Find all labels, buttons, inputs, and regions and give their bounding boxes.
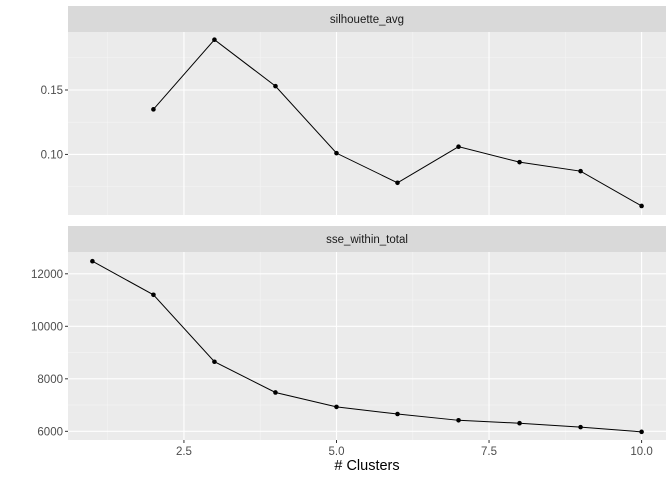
panel-background: [68, 32, 666, 215]
facet-panel-silhouette_avg: silhouette_avg 0.10 0.15: [41, 6, 666, 215]
data-point: [212, 37, 217, 43]
data-point: [273, 390, 278, 395]
facet-strip-label: sse_within_total: [326, 234, 408, 246]
facet-strip: [68, 6, 666, 32]
x-tick-label: 5.0: [328, 446, 344, 458]
data-point: [456, 418, 461, 423]
data-point: [639, 203, 644, 209]
data-point: [517, 159, 522, 165]
y-tick-label: 6000: [37, 426, 63, 438]
panel-background: [68, 252, 666, 440]
data-point: [456, 144, 461, 149]
y-tick-label: 0.15: [41, 85, 63, 97]
data-point: [639, 429, 644, 435]
y-tick-label: 8000: [37, 374, 63, 386]
y-tick-label: 12000: [31, 269, 63, 281]
facet-strip-label: silhouette_avg: [330, 14, 404, 26]
data-point: [151, 292, 156, 298]
series-line-sse_within_total: [92, 260, 642, 433]
facet-panel-sse_within_total: sse_within_total 6000 8000 10000 12000: [31, 226, 666, 440]
data-point: [334, 150, 339, 156]
data-point: [90, 258, 95, 264]
x-tick-label: 10.0: [630, 446, 652, 458]
facet-strip: [68, 226, 666, 252]
data-point: [578, 424, 583, 430]
x-axis-title: # Clusters: [334, 458, 399, 474]
y-tick-label: 10000: [31, 321, 63, 333]
data-point: [334, 404, 339, 410]
data-point: [395, 411, 400, 417]
data-point: [151, 107, 156, 112]
x-tick-label: 7.5: [481, 446, 497, 458]
data-point: [517, 420, 522, 426]
x-tick-label: 2.5: [176, 446, 192, 458]
y-tick-label: 0.10: [41, 149, 63, 161]
data-point: [395, 180, 400, 186]
data-point: [578, 168, 583, 174]
data-point: [212, 359, 217, 365]
data-point: [273, 83, 278, 89]
